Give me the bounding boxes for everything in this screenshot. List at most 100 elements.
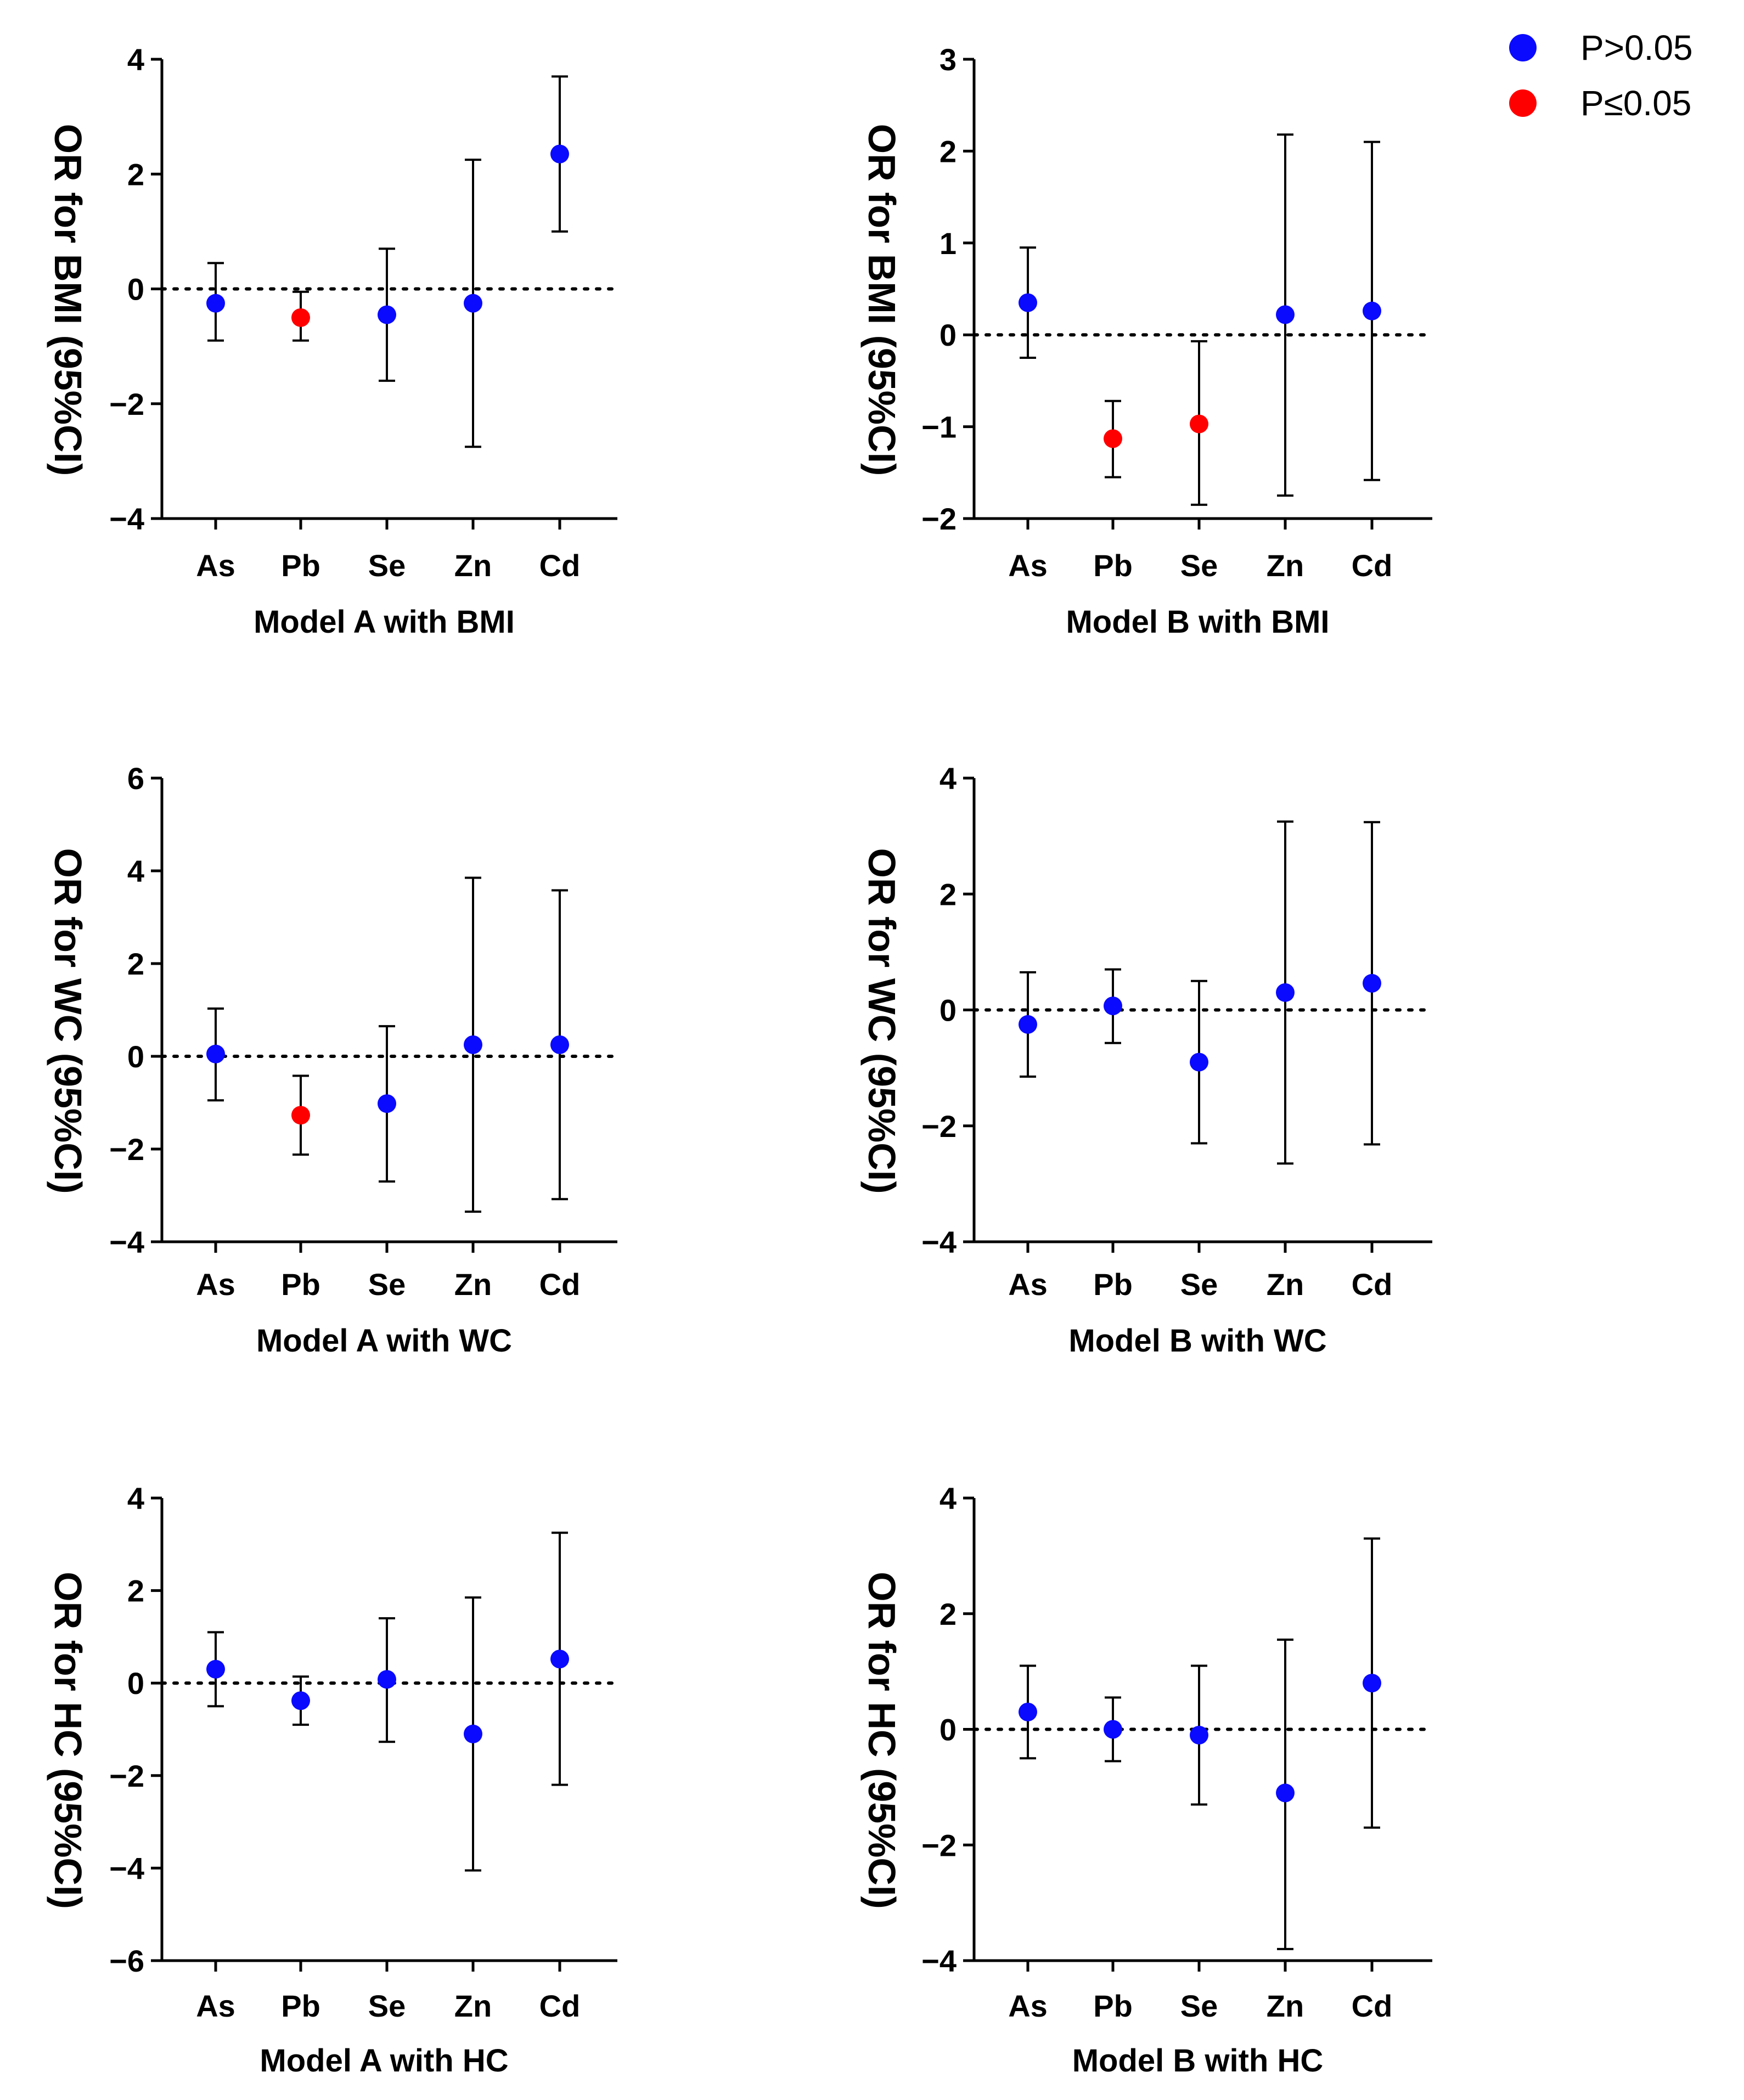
y-tick-label: −2 — [109, 1132, 144, 1167]
y-tick-label: −4 — [921, 1944, 957, 1978]
point-marker — [464, 294, 482, 313]
y-tick-label: 3 — [939, 42, 957, 77]
panel-model-a-bmi: −4 −2 0 2 4 As Pb Se Zn Cd Model A with BMI OR for … — [47, 42, 619, 640]
y-axis-title: OR for HC (95%CI) — [47, 1572, 89, 1908]
data-point-as — [206, 262, 225, 342]
category-label: As — [196, 1989, 235, 2023]
y-axis-title: OR for HC (95%CI) — [860, 1572, 903, 1908]
y-tick-label: −6 — [109, 1944, 144, 1978]
y-tick-label: −2 — [921, 502, 957, 536]
panel-model-a-hc: −6 −4 −2 0 2 4 As Pb Se Zn Cd Model A with HC OR for… — [47, 1481, 619, 2079]
data-point-se — [378, 247, 396, 382]
data-point-cd — [550, 889, 569, 1201]
panel-model-b-wc: −4 −2 0 2 4 As Pb Se Zn Cd Model B with WC OR for W… — [860, 761, 1434, 1359]
y-tick-label: 2 — [939, 1597, 957, 1631]
y-tick-label: −4 — [109, 1225, 144, 1259]
y-tick-label: −2 — [109, 387, 144, 421]
data-point-cd — [550, 75, 569, 233]
y-tick-label: −2 — [921, 1109, 957, 1144]
data-point-zn — [1276, 133, 1295, 497]
y-tick-label: 1 — [939, 226, 957, 261]
data-point-as — [206, 1007, 225, 1102]
point-marker — [291, 1691, 310, 1710]
y-tick-label: −1 — [921, 410, 957, 444]
y-axis-title: OR for BMI (95%CI) — [47, 124, 89, 476]
data-point-zn — [1276, 820, 1295, 1165]
point-marker — [464, 1035, 482, 1054]
category-label: Cd — [1352, 548, 1393, 583]
category-label: Cd — [539, 548, 581, 583]
category-label: Se — [368, 1989, 406, 2023]
data-point-cd — [1363, 821, 1381, 1146]
point-marker — [1019, 293, 1037, 312]
y-tick-label: −2 — [921, 1828, 957, 1862]
y-axis-title: OR for BMI (95%CI) — [860, 124, 903, 476]
legend-label-p-lesser: P≤0.05 — [1580, 83, 1691, 123]
legend-item-p-lesser: P≤0.05 — [1509, 83, 1691, 123]
point-marker — [206, 1659, 225, 1679]
category-label: As — [196, 1267, 235, 1302]
category-label: Pb — [1093, 548, 1133, 583]
panel-model-b-hc: −4 −2 0 2 4 As Pb Se Zn Cd Model B with HC OR for H… — [860, 1481, 1434, 2079]
data-point-pb — [291, 290, 310, 342]
category-label: As — [1008, 1267, 1048, 1302]
x-axis-title: Model B with WC — [1068, 1323, 1326, 1359]
y-tick-label: 0 — [127, 272, 144, 307]
y-tick-label: 0 — [127, 1039, 144, 1074]
point-marker — [1363, 1674, 1381, 1693]
legend: P>0.05 P≤0.05 — [1509, 28, 1693, 123]
point-marker — [550, 144, 569, 164]
y-tick-label: 0 — [939, 318, 957, 352]
point-marker — [378, 1094, 396, 1113]
category-label: Pb — [1093, 1989, 1133, 2023]
category-label: Cd — [1352, 1267, 1393, 1302]
point-marker — [550, 1035, 569, 1054]
data-point-cd — [1363, 1537, 1381, 1829]
y-tick-label: 4 — [127, 1481, 144, 1516]
y-tick-label: 2 — [127, 157, 144, 192]
data-point-zn — [464, 1596, 482, 1872]
y-axis-title: OR for WC (95%CI) — [47, 848, 89, 1194]
y-axis-title: OR for WC (95%CI) — [860, 848, 903, 1194]
data-point-zn — [1276, 1639, 1295, 1950]
data-point-as — [206, 1631, 225, 1708]
category-label: Zn — [454, 548, 492, 583]
y-tick-label: 2 — [939, 877, 957, 911]
category-label: Zn — [454, 1989, 492, 2023]
data-point-zn — [464, 159, 482, 448]
y-tick-label: −4 — [921, 1225, 957, 1259]
point-marker — [550, 1649, 569, 1669]
category-label: Se — [368, 1267, 406, 1302]
data-point-se — [1190, 340, 1208, 506]
y-tick-label: 4 — [939, 1481, 957, 1516]
y-tick-label: 0 — [939, 993, 957, 1028]
category-label: Se — [1180, 1989, 1218, 2023]
y-tick-label: 2 — [127, 1574, 144, 1608]
point-marker — [1104, 996, 1122, 1016]
y-tick-label: 4 — [127, 42, 144, 77]
data-point-pb — [1104, 1696, 1122, 1763]
data-point-pb — [291, 1675, 310, 1726]
category-label: Cd — [539, 1267, 581, 1302]
plot-panels: −4 −2 0 2 4 As Pb Se Zn Cd Model A with BMI OR for … — [47, 42, 1434, 2079]
x-axis-title: Model B with BMI — [1066, 604, 1329, 640]
category-label: Zn — [1267, 1267, 1304, 1302]
category-label: Zn — [1267, 548, 1304, 583]
point-marker — [1190, 1052, 1208, 1072]
data-point-cd — [550, 1532, 569, 1786]
x-axis-title: Model A with WC — [256, 1323, 512, 1359]
point-marker — [291, 308, 310, 327]
y-tick-label: 2 — [939, 134, 957, 168]
category-label: Pb — [1093, 1267, 1133, 1302]
point-marker — [378, 1670, 396, 1689]
x-axis-title: Model A with BMI — [254, 604, 515, 640]
data-point-as — [1019, 971, 1037, 1078]
category-label: Pb — [281, 548, 320, 583]
point-marker — [378, 305, 396, 324]
legend-marker-blue — [1509, 34, 1537, 61]
panel-model-a-wc: −4 −2 0 2 4 6 As Pb Se Zn Cd Model A with WC OR for … — [47, 761, 619, 1359]
legend-label-p-greater: P>0.05 — [1580, 28, 1693, 67]
point-marker — [1104, 1720, 1122, 1739]
